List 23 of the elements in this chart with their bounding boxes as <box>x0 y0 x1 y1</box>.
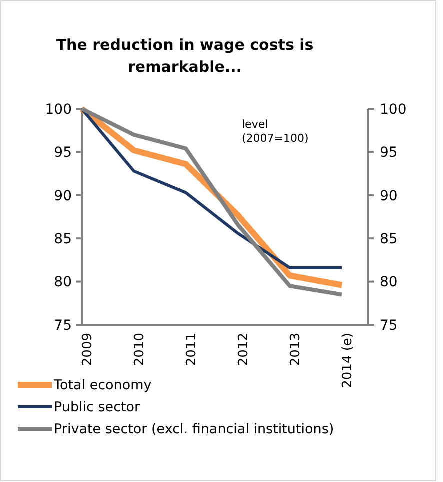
y2-tick-label: 75 <box>380 318 398 334</box>
y-tick-label: 90 <box>54 188 72 204</box>
chart-title: The reduction in wage costs is remarkable... <box>56 36 314 76</box>
y2-tick-label: 90 <box>380 188 398 204</box>
legend-label: Public sector <box>54 400 141 416</box>
x-tick-label: 2012 <box>236 333 252 366</box>
y2-tick-label: 100 <box>380 102 407 118</box>
y-tick-label: 75 <box>54 318 72 334</box>
legend-label: Private sector (excl. financial institutions) <box>54 422 334 438</box>
y-tick-label: 100 <box>45 102 72 118</box>
y-tick-label: 95 <box>54 145 72 162</box>
y2-tick-label: 80 <box>380 274 398 291</box>
y-tick-label: 85 <box>54 232 72 248</box>
x-tick-label: 2013 <box>288 333 304 366</box>
annotation: level (2007=100) <box>242 118 309 145</box>
y2-tick-label: 95 <box>380 145 398 162</box>
y2-tick-label: 85 <box>380 232 398 248</box>
legend-label: Total economy <box>53 378 152 394</box>
x-tick-label: 2009 <box>80 333 96 366</box>
y-tick-label: 80 <box>54 274 72 291</box>
x-tick-label: 2014 (e) <box>340 333 356 388</box>
x-tick-label: 2010 <box>132 333 148 366</box>
x-tick-label: 2011 <box>184 333 200 366</box>
